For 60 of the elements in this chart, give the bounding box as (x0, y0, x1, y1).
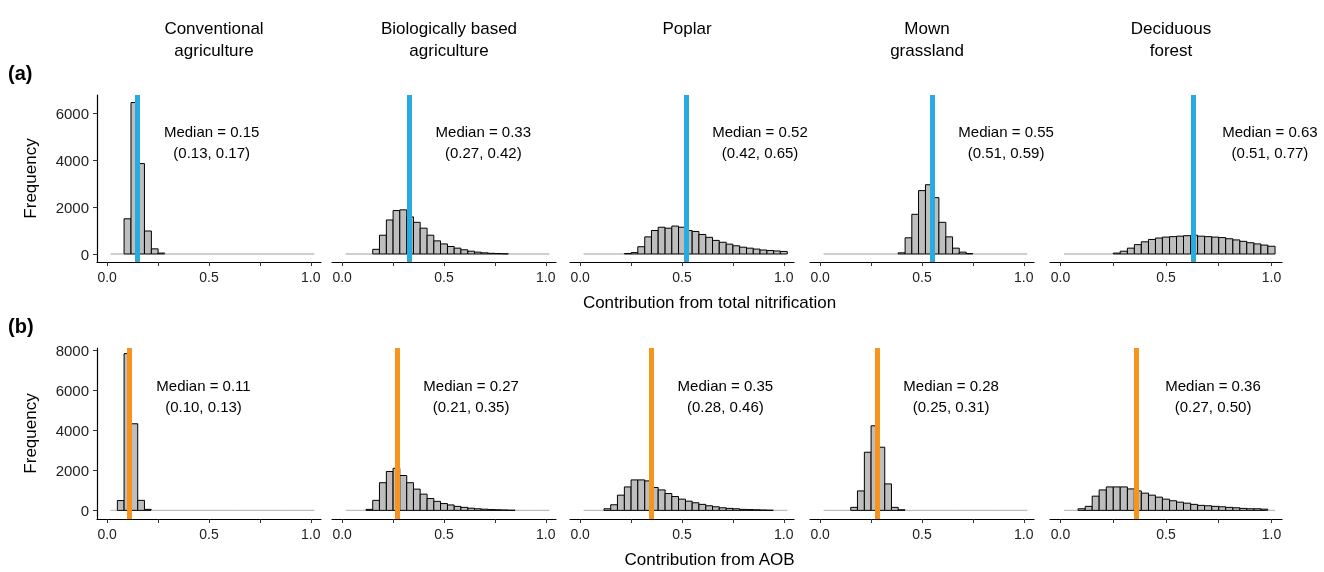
y-tick-label: 8000 (55, 341, 89, 359)
x-tick-label: 1.0 (1261, 269, 1282, 285)
x-tick-label: 1.0 (1014, 526, 1034, 542)
ref-line-label: Median = 0.11 (0.10, 0.13) (156, 376, 251, 415)
x-tick-label: 0.0 (97, 526, 118, 542)
x-tick-label: 1.0 (1014, 269, 1034, 285)
ref-line-label: Median = 0.27 (0.21, 0.35) (423, 376, 519, 415)
ref-line-label: Median = 0.35 (0.28, 0.46) (677, 376, 774, 415)
y-tick-label: 4000 (55, 421, 89, 439)
chart-title: Biologically based agriculture (380, 18, 518, 60)
x-tick-label: 1.0 (536, 269, 556, 285)
y-tick-label: 2000 (55, 461, 89, 479)
x-tick-label: 0.0 (810, 269, 831, 285)
x-axis-title: Contribution from AOB (624, 549, 795, 569)
ref-line-label: Median = 0.15 (0.13, 0.17) (163, 122, 260, 161)
y-tick-label: 2000 (55, 198, 89, 216)
x-tick-label: 0.5 (199, 526, 219, 542)
x-tick-label: 0.5 (672, 526, 692, 542)
y-tick-label: 0 (80, 245, 89, 263)
x-tick-label: 0.5 (1156, 269, 1176, 285)
x-tick-label: 0.5 (672, 269, 692, 285)
y-tick-label: 4000 (55, 151, 89, 169)
x-tick-label: 0.0 (1050, 526, 1071, 542)
y-tick-label: 6000 (55, 104, 89, 122)
x-tick-label: 0.5 (199, 269, 219, 285)
x-axis-title: Contribution from total nitrification (582, 292, 837, 312)
chart-title: Deciduous forest (1130, 18, 1212, 60)
ref-line-label: Median = 0.52 (0.42, 0.65) (712, 122, 808, 161)
x-tick-label: 1.0 (301, 526, 321, 542)
x-tick-label: 0.5 (912, 526, 932, 542)
ref-line-label: Median = 0.33 (0.27, 0.42) (435, 122, 532, 161)
y-axis-title: Frequency (21, 137, 40, 219)
ref-line-label: Median = 0.28 (0.25, 0.31) (903, 376, 999, 415)
text: (b) (8, 315, 34, 337)
x-tick-label: 0.5 (434, 526, 454, 542)
ref-line-label: Median = 0.36 (0.27, 0.50) (1165, 376, 1261, 415)
y-tick-label: 6000 (55, 381, 89, 399)
y-axis-title: Frequency (21, 392, 40, 474)
x-tick-label: 1.0 (301, 269, 321, 285)
x-tick-label: 1.0 (774, 526, 794, 542)
x-tick-label: 1.0 (536, 526, 556, 542)
chart-title: Mown grassland (890, 18, 964, 60)
y-tick-label: 0 (80, 501, 89, 519)
chart-title: Poplar (662, 18, 712, 38)
x-tick-label: 0.0 (1050, 269, 1071, 285)
x-tick-label: 0.5 (434, 269, 454, 285)
chart-title: Conventional agriculture (164, 18, 264, 60)
x-tick-label: 0.0 (97, 269, 118, 285)
x-tick-label: 0.0 (332, 269, 353, 285)
x-tick-label: 0.0 (570, 269, 591, 285)
x-tick-label: 0.0 (810, 526, 831, 542)
x-tick-label: 0.0 (570, 526, 591, 542)
x-tick-label: 1.0 (774, 269, 794, 285)
x-tick-label: 0.0 (332, 526, 353, 542)
x-tick-label: 1.0 (1261, 526, 1282, 542)
ref-line-label: Median = 0.55 (0.51, 0.59) (958, 122, 1054, 161)
x-tick-label: 0.5 (1156, 526, 1176, 542)
text: (a) (8, 62, 33, 84)
x-tick-label: 0.5 (912, 269, 932, 285)
ref-line-label: Median = 0.63 (0.51, 0.77) (1222, 122, 1318, 161)
